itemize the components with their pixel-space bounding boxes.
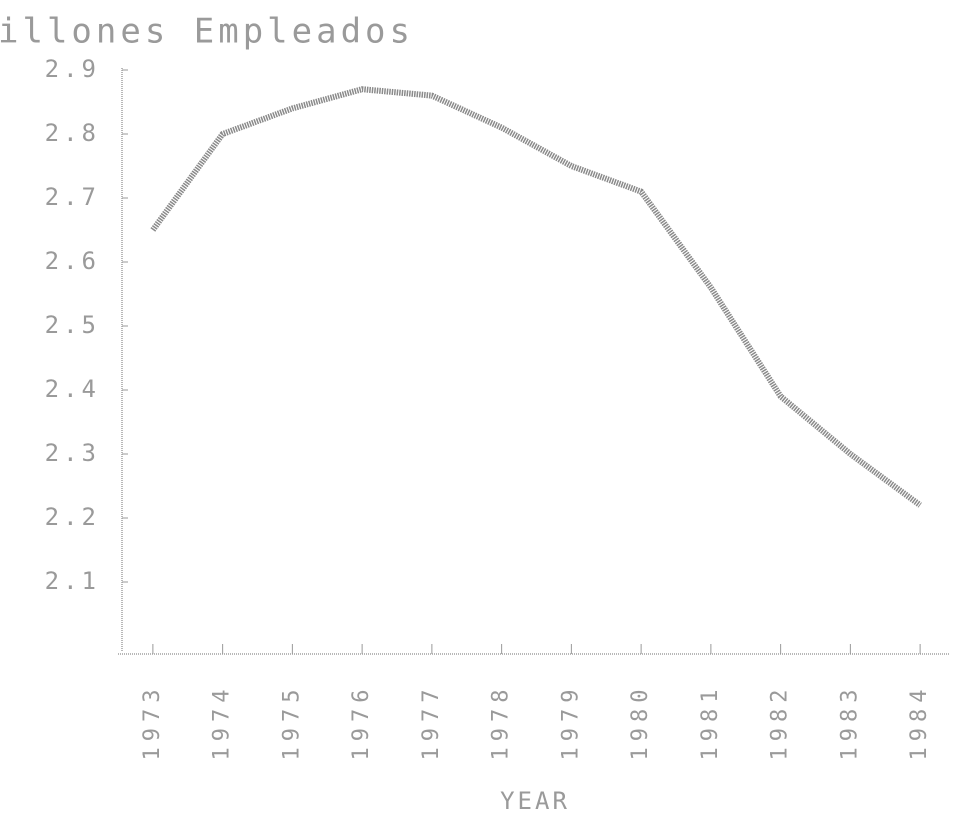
chart-title: illones Empleados [0,12,414,52]
x-tick-label: 1973 [140,684,165,761]
x-tick-label: 1981 [698,684,723,761]
y-tick-label: 2.3 [45,439,100,467]
x-tick-label: 1979 [558,684,583,761]
y-tick-label: 2.4 [45,375,100,403]
y-tick-label: 2.7 [45,183,100,211]
x-tick-label: 1977 [419,684,444,761]
y-tick-label: 2.9 [45,55,100,83]
x-tick-label: 1982 [768,684,793,761]
x-tick-label: 1984 [907,684,932,761]
x-tick-label: 1983 [837,684,862,761]
data-line [150,86,922,508]
x-tick-label: 1974 [210,684,235,761]
x-tick-label: 1975 [279,684,304,761]
y-tick-label: 2.8 [45,119,100,147]
x-axis-label: YEAR [500,787,570,815]
x-tick-label: 1978 [489,684,514,761]
y-tick-label: 2.6 [45,247,100,275]
y-tick-label: 2.5 [45,311,100,339]
x-tick-label: 1980 [628,684,653,761]
x-tick-label: 1976 [349,684,374,761]
y-tick-label: 2.1 [45,567,100,595]
y-tick-label: 2.2 [45,503,100,531]
